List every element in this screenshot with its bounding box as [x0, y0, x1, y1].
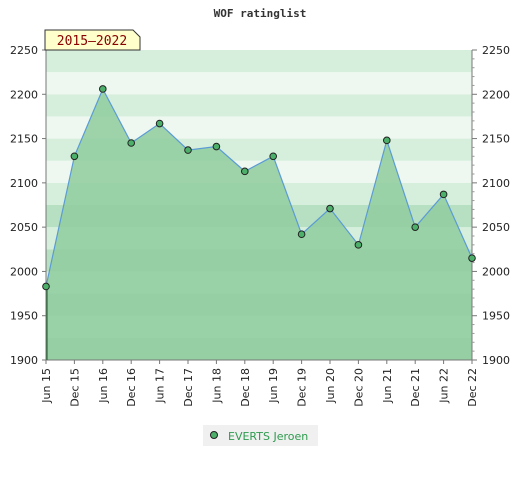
- legend-label: EVERTS Jeroen: [228, 430, 308, 443]
- area-layer: [45, 87, 473, 360]
- x-tick-label: Jun 17: [154, 368, 167, 404]
- y-axis-right: 1900 1950 2000 2050 2100 2150 2200 2250: [472, 44, 510, 367]
- series-area: [46, 88, 472, 360]
- data-point: [354, 241, 363, 249]
- x-tick-label: Jun 19: [267, 368, 280, 404]
- y-tick-label-right: 2100: [482, 177, 510, 190]
- legend-box: [203, 425, 318, 446]
- data-point: [411, 223, 420, 231]
- y-tick-label-right: 1950: [482, 310, 510, 323]
- chart-title: WOF ratinglist: [214, 7, 307, 20]
- data-point: [212, 142, 221, 151]
- data-point: [184, 146, 192, 154]
- y-tick-label-left: 1900: [10, 354, 38, 367]
- series-line: [45, 87, 473, 287]
- y-tick-label-right: 2050: [482, 221, 510, 234]
- x-tick-label: Dec 19: [296, 368, 309, 407]
- data-point: [439, 190, 448, 199]
- period-badge-box: [44, 29, 141, 51]
- x-tick-label: Dec 20: [352, 368, 365, 407]
- data-point: [326, 204, 334, 213]
- x-tick-label: Dec 21: [409, 368, 422, 407]
- data-points: [42, 85, 476, 291]
- x-axis: Jun 15 Dec 15 Jun 16 Dec 16 Jun 17 Dec 17 Jun …: [40, 360, 479, 407]
- data-point: [241, 167, 249, 176]
- x-tick-label: Jun 20: [324, 368, 337, 404]
- background-band: [46, 72, 472, 95]
- y-tick-label-left: 1950: [10, 310, 38, 323]
- data-point: [127, 139, 135, 147]
- y-tick-label-left: 2050: [10, 221, 38, 234]
- data-point: [269, 152, 278, 161]
- legend-marker: [210, 431, 218, 439]
- x-tick-label: Jun 16: [97, 368, 110, 404]
- y-tick-label-right: 2000: [482, 265, 510, 278]
- x-tick-label: Jun 15: [40, 368, 53, 404]
- y-tick-label-left: 2200: [10, 88, 38, 101]
- y-tick-label-right: 2250: [482, 44, 510, 57]
- x-tick-label: Dec 18: [239, 368, 252, 407]
- x-tick-label: Dec 15: [68, 368, 81, 407]
- y-tick-label-left: 2150: [10, 133, 38, 146]
- data-point: [70, 152, 79, 161]
- y-tick-label-left: 2000: [10, 265, 38, 278]
- data-point: [468, 254, 476, 262]
- y-tick-label-right: 2150: [482, 133, 510, 146]
- y-tick-label-left: 2100: [10, 177, 38, 190]
- data-point: [297, 230, 306, 239]
- y-tick-label-right: 1900: [482, 354, 510, 367]
- y-axis-left: 1900 1950 2000 2050 2100 2150 2200 2250: [10, 44, 46, 367]
- axes: [45, 50, 473, 361]
- period-badge: 2015–2022: [44, 29, 141, 51]
- legend: EVERTS Jeroen: [203, 425, 318, 446]
- data-point: [383, 136, 391, 145]
- x-tick-label: Dec 17: [182, 368, 195, 407]
- x-tick-label: Jun 21: [381, 368, 394, 404]
- x-tick-label: Jun 18: [210, 368, 223, 404]
- y-tick-label-left: 2250: [10, 44, 38, 57]
- background-band: [46, 94, 472, 117]
- data-point: [42, 282, 50, 291]
- x-tick-label: Dec 22: [466, 368, 479, 407]
- y-tick-label-right: 2200: [482, 88, 510, 101]
- period-badge-text: 2015–2022: [57, 34, 127, 49]
- data-point: [155, 119, 164, 128]
- data-point: [99, 85, 107, 93]
- x-tick-label: Jun 22: [438, 368, 451, 404]
- background-band: [46, 50, 472, 73]
- x-tick-label: Dec 16: [125, 368, 138, 407]
